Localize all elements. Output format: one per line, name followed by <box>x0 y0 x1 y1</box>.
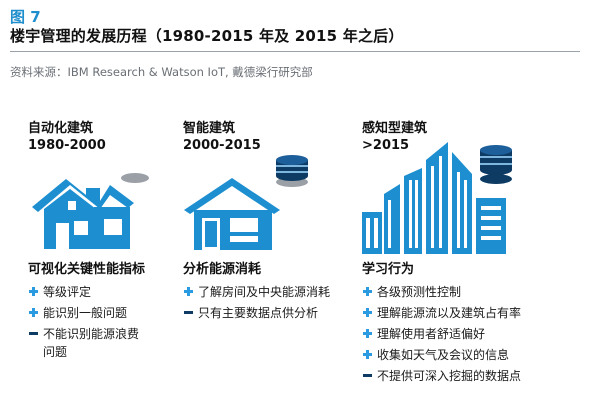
stage-period: 2000-2015 <box>183 138 261 153</box>
figure-title: 楼宇管理的发展历程（1980-2015 年及 2015 年之后） <box>10 27 404 45</box>
title-divider <box>10 51 580 52</box>
column-automated-building: 自动化建筑 1980-2000 <box>28 120 106 154</box>
stage-title: 自动化建筑 <box>28 121 94 136</box>
stage-title: 感知型建筑 <box>362 121 428 136</box>
minus-icon <box>183 304 195 322</box>
list-item: 不提供可深入挖掘的数据点 <box>362 367 521 385</box>
list-item: 能识别一般问题 <box>28 304 139 322</box>
plus-icon <box>28 304 40 322</box>
column-intelligent-building: 智能建筑 2000-2015 <box>183 120 261 154</box>
plus-icon <box>28 283 40 301</box>
plus-icon <box>183 283 195 301</box>
house-icon <box>32 173 149 249</box>
list-item: 不能识别能源浪费 问题 <box>28 325 139 361</box>
smart-house-icon <box>184 155 308 250</box>
figure-label: 图 7 <box>10 8 41 26</box>
capability-list: 各级预测性控制 理解能源流以及建筑占有率 理解使用者舒适偏好 收集如天气及会议的… <box>362 283 521 388</box>
plus-icon <box>362 304 374 322</box>
list-item: 各级预测性控制 <box>362 283 521 301</box>
stage-period: 1980-2000 <box>28 138 106 153</box>
plus-icon <box>362 346 374 364</box>
source-note: 资料来源：IBM Research & Watson IoT, 戴德梁行研究部 <box>10 65 313 79</box>
capability-title: 可视化关键性能指标 <box>28 262 146 277</box>
list-item: 理解使用者舒适偏好 <box>362 325 521 343</box>
plus-icon <box>362 325 374 343</box>
capability-title: 分析能源消耗 <box>183 262 262 277</box>
column-cognitive-building: 感知型建筑 >2015 <box>362 120 427 154</box>
capability-list: 了解房间及中央能源消耗 只有主要数据点供分析 <box>183 283 330 325</box>
list-item: 只有主要数据点供分析 <box>183 304 330 322</box>
stage-period: >2015 <box>362 138 410 153</box>
cognitive-buildings-icon <box>362 142 512 254</box>
list-item: 收集如天气及会议的信息 <box>362 346 521 364</box>
capability-list: 等级评定 能识别一般问题 不能识别能源浪费 问题 <box>28 283 139 364</box>
plus-icon <box>362 283 374 301</box>
list-item: 了解房间及中央能源消耗 <box>183 283 330 301</box>
capability-title: 学习行为 <box>362 262 415 277</box>
list-item: 等级评定 <box>28 283 139 301</box>
minus-icon <box>28 325 40 343</box>
stage-title: 智能建筑 <box>183 121 236 136</box>
list-item: 理解能源流以及建筑占有率 <box>362 304 521 322</box>
minus-icon <box>362 367 374 385</box>
